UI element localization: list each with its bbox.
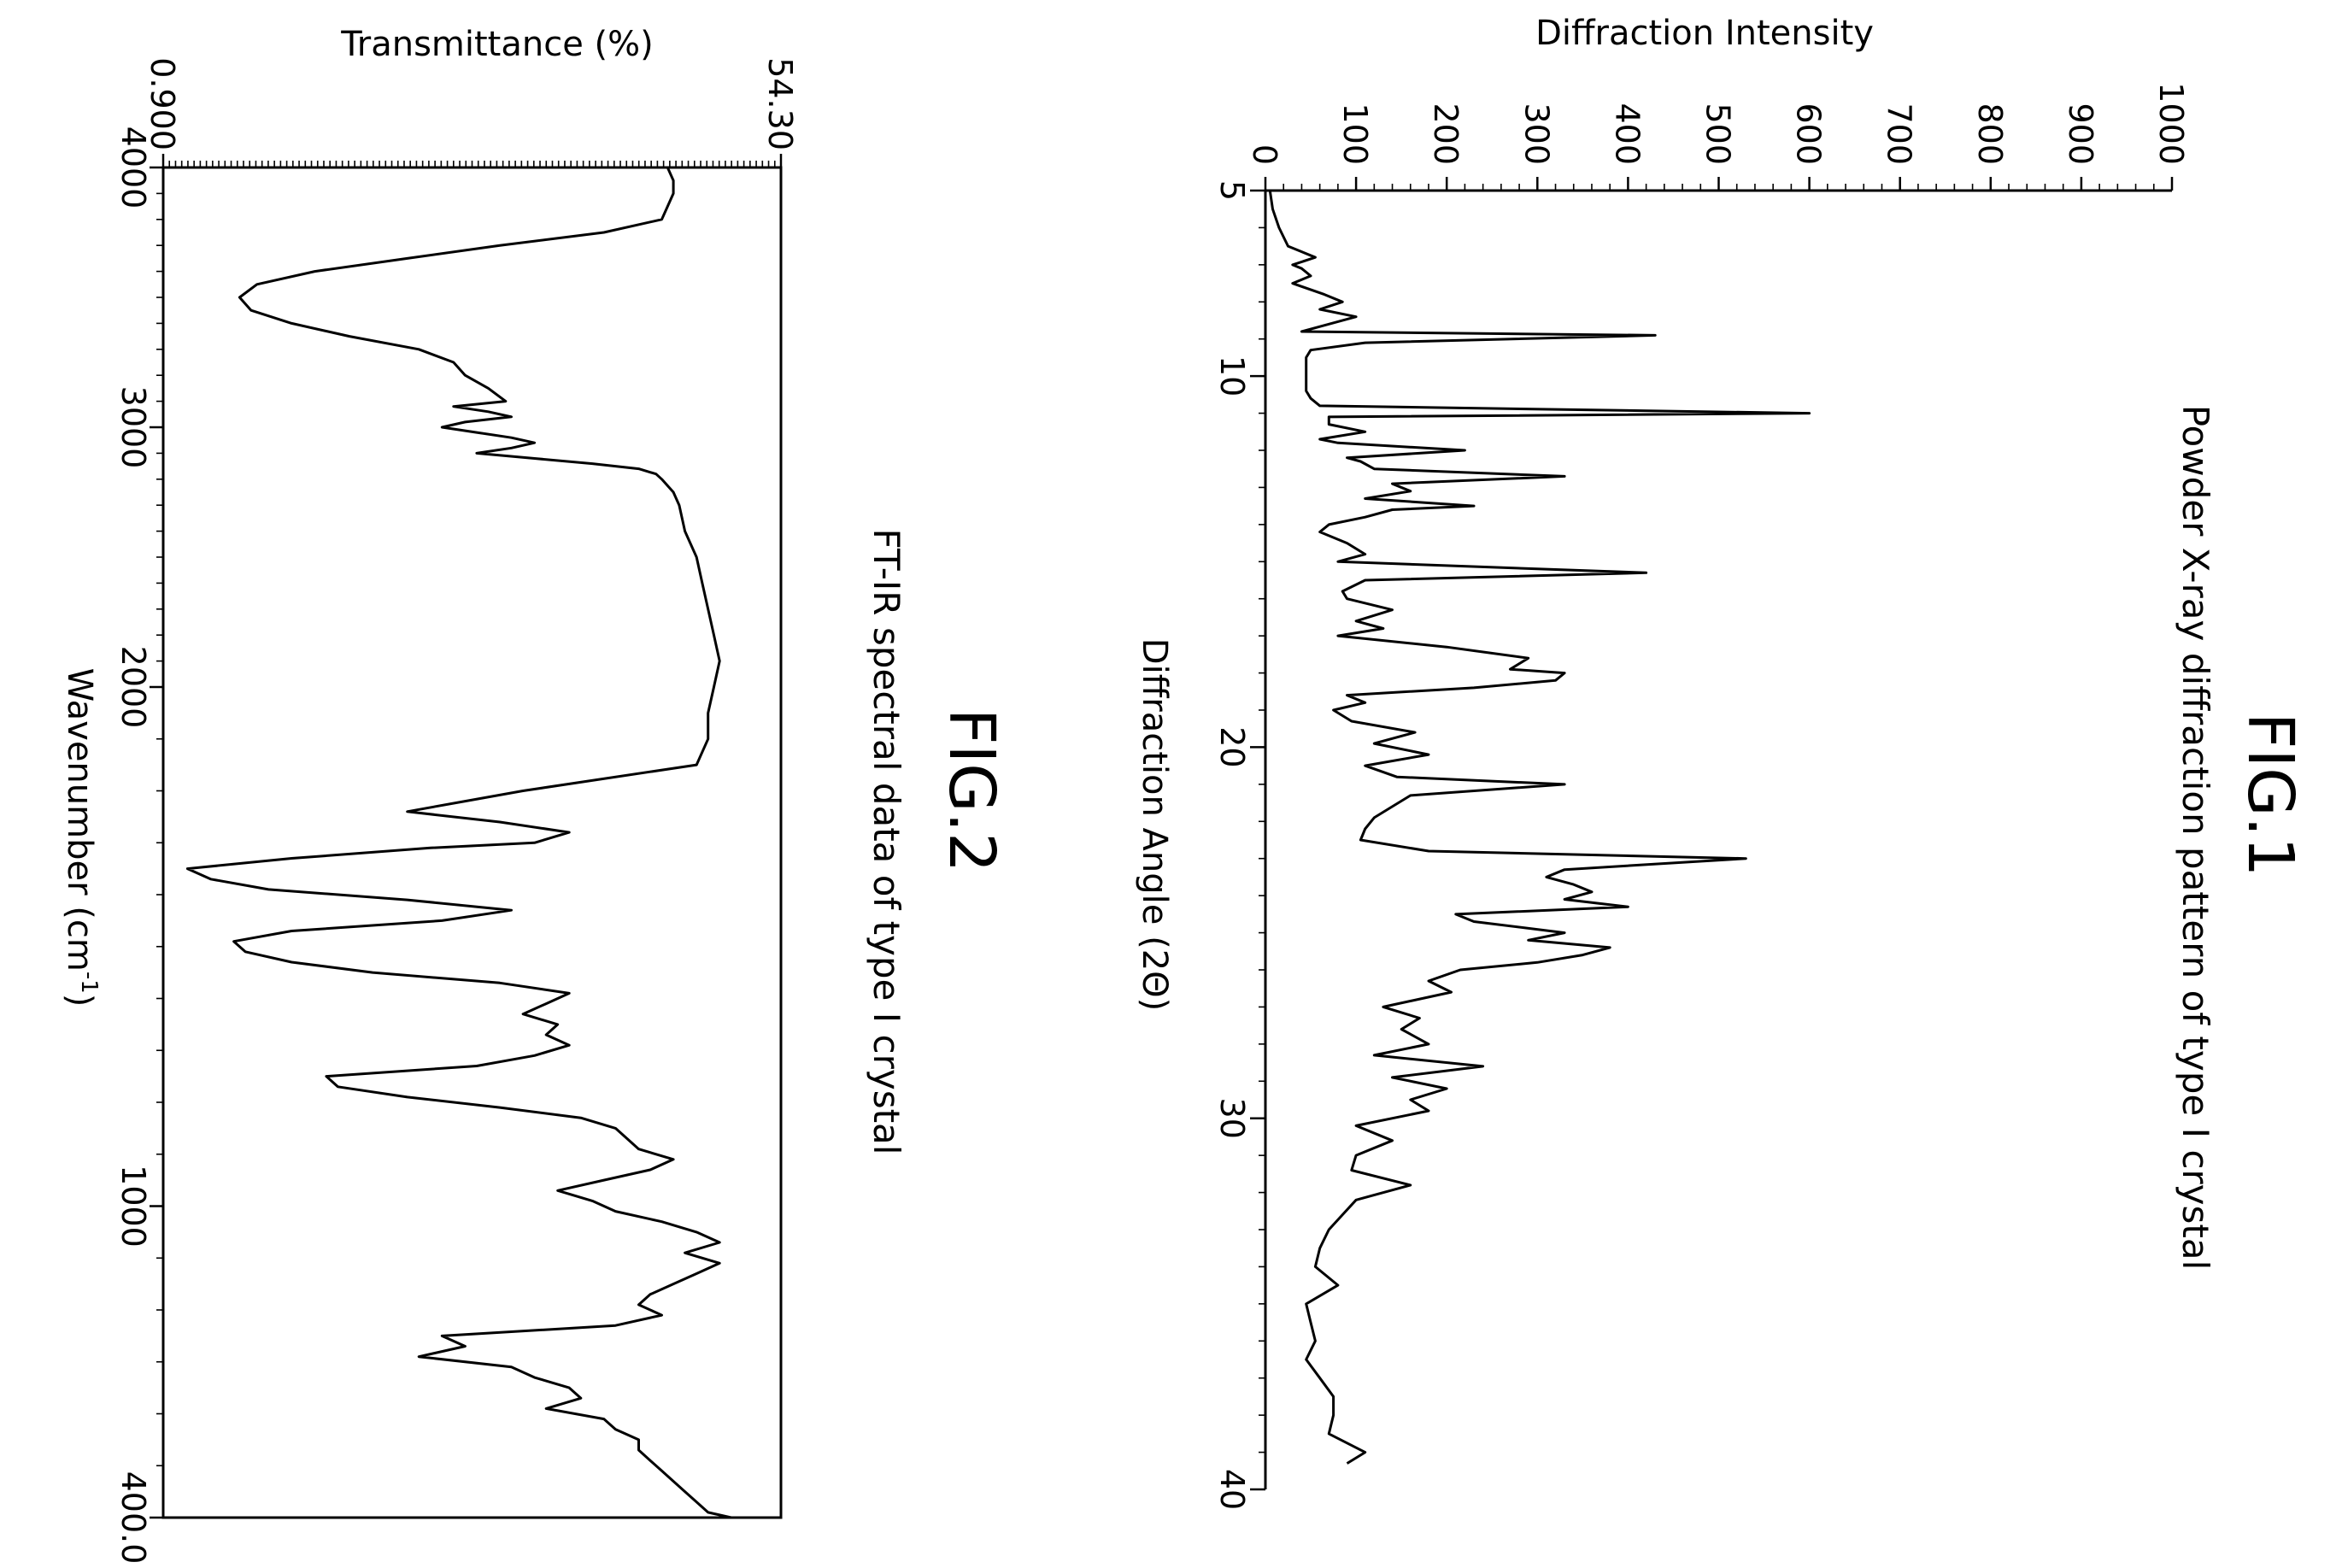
fig1-intensity-tick-label: 1000 [2152,82,2190,165]
fig1-intensity-tick-label: 600 [1790,103,1828,165]
fig1-tick-marks [1250,177,2174,1491]
fig2-tick-marks [150,154,783,1519]
fig2-transmittance-tick-label: 54.30 [761,57,799,150]
fig2-caption: FT-IR spectral data of type I crystal [866,529,907,1155]
fig2-tick-labels: 0.900 54.30 4000 3000 2000 1000 400.0 [114,57,799,1564]
fig1-chart: 0 100 200 300 400 500 600 700 800 900 100051020304… [1135,14,2307,1510]
fig1-tick-labels: 0 100 200 300 400 500 600 700 800 900 100051020304… [1213,82,2190,1510]
fig1-label: FIG.1 [2233,713,2307,877]
fig2-wavenumber-tick-label: 4000 [114,126,152,209]
fig2-label: FIG.2 [935,708,1008,872]
fig1-angle-tick-label: 5 [1213,180,1251,201]
fig1-intensity-tick-label: 400 [1608,103,1646,165]
fig1-diffraction-trace [1268,190,1811,1465]
fig1-xlabel: Diffraction Angle (2Θ) [1135,638,1174,1011]
fig1-intensity-tick-label: 500 [1699,103,1737,165]
fig2-ir-trace [185,167,732,1519]
fig2-xlabel-close: ) [60,994,99,1007]
fig1-angle-tick-label: 40 [1213,1469,1251,1510]
fig1-angle-tick-label: 20 [1213,726,1251,767]
fig1-intensity-tick-label: 200 [1427,103,1464,165]
fig2-wavenumber-tick-label: 2000 [114,646,152,729]
fig2-xlabel-main: Wavenumber (cm [60,668,99,972]
fig2-wavenumber-tick-label: 1000 [114,1165,152,1248]
fig1-intensity-tick-label: 900 [2062,103,2099,165]
fig1-intensity-tick-label: 300 [1517,103,1555,165]
fig2-ylabel: Transmittance (%) [340,25,654,64]
fig1-angle-tick-label: 30 [1213,1098,1251,1139]
fig1-intensity-tick-label: 700 [1881,103,1918,165]
fig1-intensity-tick-label: 800 [1971,103,2009,165]
fig1-intensity-tick-label: 100 [1336,103,1374,165]
fig1-caption: Powder X-ray diffraction pattern of type… [2175,405,2216,1271]
fig1-ylabel: Diffraction Intensity [1535,14,1874,53]
fig2-plot-frame [161,166,783,1519]
fig1-angle-tick-label: 10 [1213,355,1251,396]
fig2-chart: 0.900 54.30 4000 3000 2000 1000 400.0 Transmit… [60,25,1008,1564]
fig2-wavenumber-tick-label: 400.0 [114,1471,152,1565]
fig2-xlabel: Wavenumber (cm-1) [60,668,102,1007]
fig2-wavenumber-tick-label: 3000 [114,386,152,469]
fig2-xlabel-superscript: -1 [76,972,102,994]
fig2-transmittance-tick-label: 0.900 [144,57,181,150]
fig1-intensity-tick-label: 0 [1246,144,1283,165]
